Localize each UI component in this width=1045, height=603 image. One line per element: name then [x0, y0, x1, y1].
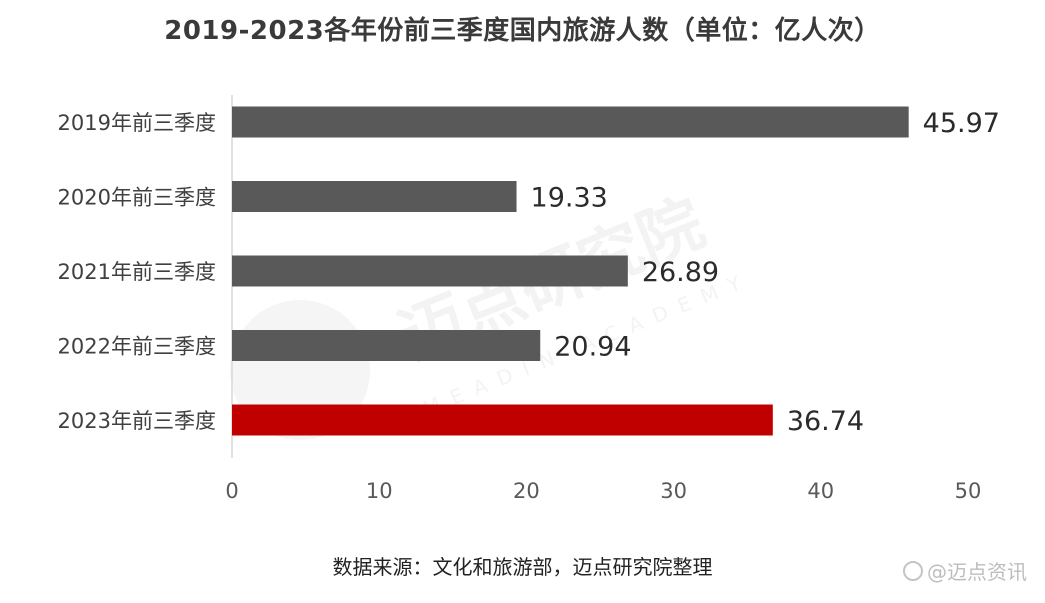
badge-logo-icon	[903, 560, 923, 581]
watermark-logo: 迈点研究院 MEADIN ACADEMY	[230, 186, 755, 440]
source-note: 数据来源：文化和旅游部，迈点研究院整理	[332, 555, 713, 579]
x-tick-label: 10	[366, 479, 393, 503]
category-label: 2022年前三季度	[58, 335, 216, 359]
data-label: 26.89	[642, 257, 719, 288]
x-tick-label: 20	[513, 479, 540, 503]
data-label: 36.74	[787, 406, 864, 437]
bar	[232, 330, 541, 361]
bar-chart: 迈点研究院 MEADIN ACADEMY 2019年前三季度 45.97 2020年…	[58, 95, 1000, 503]
bar	[232, 255, 628, 287]
bar	[232, 106, 909, 138]
x-tick-label: 30	[660, 479, 687, 503]
badge-text: @迈点资讯	[927, 560, 1027, 584]
chart-title: 2019-2023各年份前三季度国内旅游人数（单位：亿人次）	[164, 16, 881, 46]
data-label: 45.97	[923, 108, 1000, 139]
x-tick-label: 50	[955, 479, 982, 503]
x-tick-label: 40	[807, 479, 834, 503]
bar	[232, 181, 517, 212]
data-label: 19.33	[531, 183, 608, 214]
category-label: 2021年前三季度	[58, 260, 216, 284]
category-label: 2019年前三季度	[58, 111, 216, 135]
bar	[232, 404, 773, 436]
x-tick-label: 0	[225, 479, 238, 503]
category-label: 2023年前三季度	[58, 409, 216, 433]
data-label: 20.94	[554, 332, 631, 363]
category-label: 2020年前三季度	[58, 186, 216, 210]
watermark-badge: @迈点资讯	[903, 556, 1027, 585]
